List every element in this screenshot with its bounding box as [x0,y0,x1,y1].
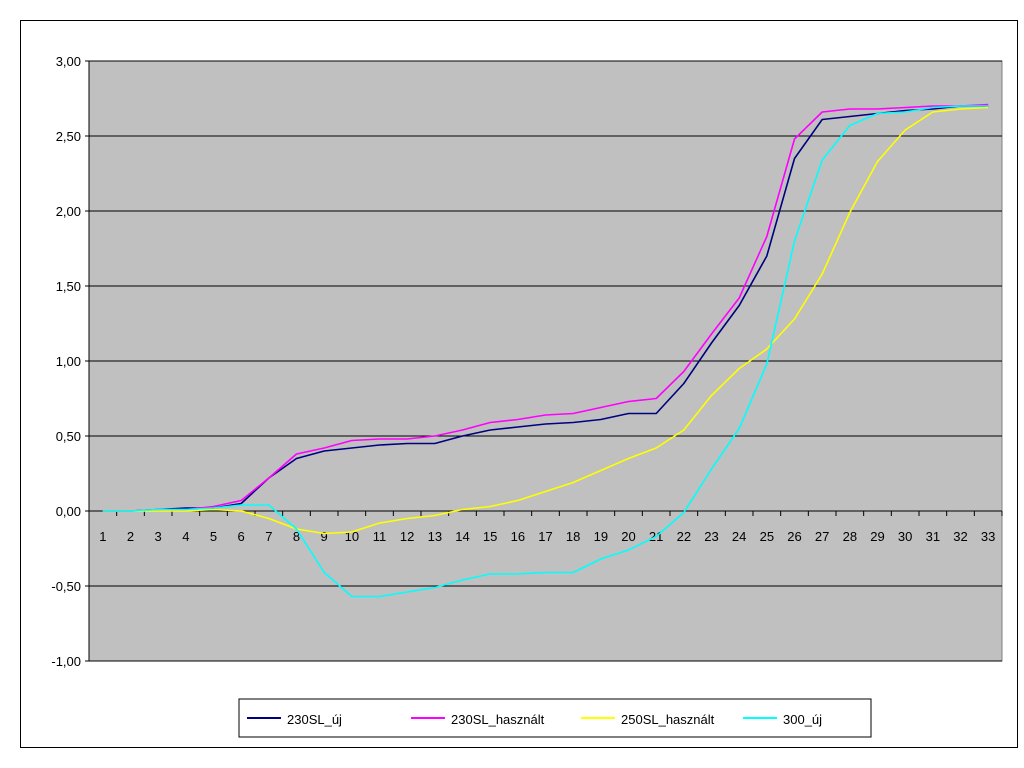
legend-label-3: 250SL_használt [621,712,715,727]
x-tick-label: 32 [953,529,967,544]
x-tick-label: 13 [428,529,442,544]
series-line-1 [102,105,989,512]
x-tick-label: 24 [732,529,746,544]
chart-frame: 3,00 2,50 2,00 1,50 1,00 0,50 0,00 -0,50 -1,00 1 2… [20,20,1018,748]
x-tick-label: 14 [455,529,469,544]
y-tick-label: 2,00 [56,204,81,219]
x-tick-label: 17 [538,529,552,544]
x-tick-label: 6 [238,529,245,544]
y-tick-label: 0,00 [56,504,81,519]
x-tick-label: 18 [566,529,580,544]
x-tick-label: 20 [621,529,635,544]
x-tick-label: 25 [760,529,774,544]
legend-label-2: 230SL_használt [451,712,545,727]
x-tick-label: 7 [265,529,272,544]
x-tick-label: 27 [815,529,829,544]
series-line-2 [102,103,989,512]
x-tick-label: 26 [787,529,801,544]
series-line-3 [102,106,989,535]
x-tick-label: 30 [898,529,912,544]
x-tick-label: 2 [127,529,134,544]
x-tick-label: 5 [210,529,217,544]
x-tick-label: 8 [293,529,300,544]
x-tick-label: 3 [155,529,162,544]
x-tick-label: 16 [511,529,525,544]
x-tick-label: 1 [99,529,106,544]
x-tick-label: 9 [321,529,328,544]
y-tick-label: 1,00 [56,354,81,369]
series-line-4 [102,105,989,598]
x-tick-label: 22 [677,529,691,544]
y-tick-label: 2,50 [56,129,81,144]
x-tick-label: 19 [594,529,608,544]
x-tick-label: 12 [400,529,414,544]
x-tick-label: 15 [483,529,497,544]
x-tick-label: 11 [373,529,387,544]
y-tick-label: -0,50 [51,579,81,594]
legend-label-4: 300_új [783,712,822,727]
y-tick-label: 1,50 [56,279,81,294]
line-chart: 3,002,502,001,501,000,500,00-0,50-1,001 2… [51,54,1003,738]
legend-label-1: 230SL_új [287,712,342,727]
y-tick-label: 0,50 [56,429,81,444]
y-tick-label: -1,00 [51,654,81,669]
x-tick-label: 33 [981,529,995,544]
y-tick-label: 3,00 [56,54,81,69]
x-tick-label: 28 [843,529,857,544]
x-tick-label: 4 [182,529,189,544]
x-tick-label: 29 [870,529,884,544]
x-tick-label: 31 [926,529,940,544]
x-tick-label: 23 [704,529,718,544]
